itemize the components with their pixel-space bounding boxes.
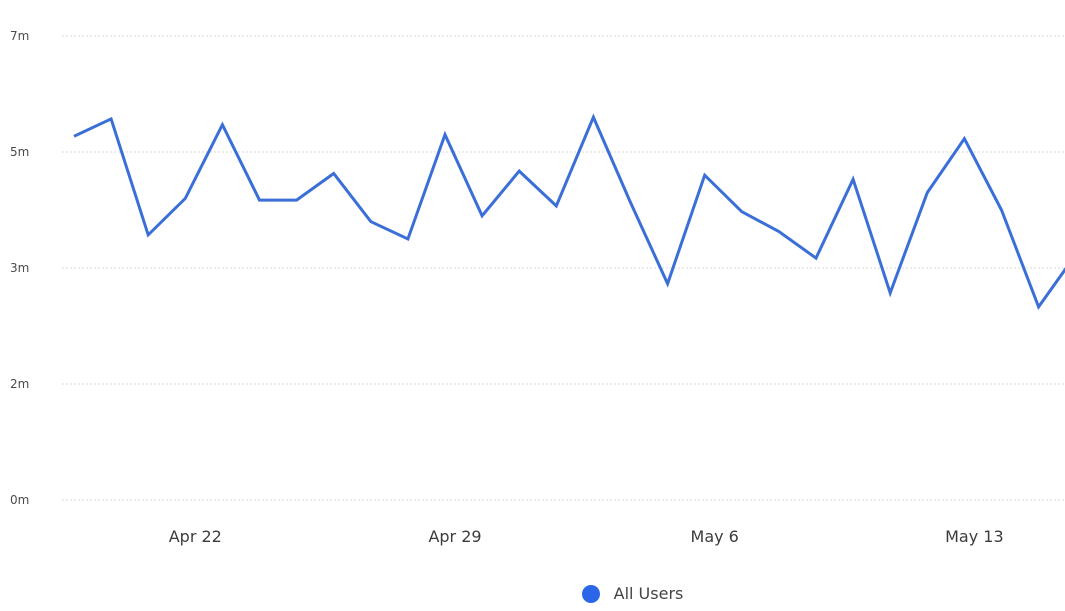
x-axis-ticks: Apr 22 Apr 29 May 6 May 13: [169, 527, 1004, 546]
series-line-all-users[interactable]: [73, 113, 1065, 311]
series-layer: [73, 113, 1065, 311]
grid-lines: [62, 35, 1065, 501]
y-tick-label: 2m: [10, 377, 29, 391]
y-tick-label: 7m: [10, 29, 29, 43]
x-tick-label: Apr 22: [169, 527, 222, 546]
x-tick-label: May 6: [691, 527, 739, 546]
legend-marker-all-users[interactable]: [581, 584, 600, 603]
x-tick-label: May 13: [945, 527, 1004, 546]
y-tick-label: 5m: [10, 145, 29, 159]
legend-label[interactable]: All Users: [613, 584, 684, 603]
y-axis-ticks: 0m 2m 3m 5m 7m: [10, 29, 29, 507]
y-tick-label: 3m: [10, 261, 29, 275]
y-tick-label: 0m: [10, 493, 29, 507]
legend: All Users: [0, 584, 1065, 603]
x-tick-label: Apr 29: [428, 527, 481, 546]
